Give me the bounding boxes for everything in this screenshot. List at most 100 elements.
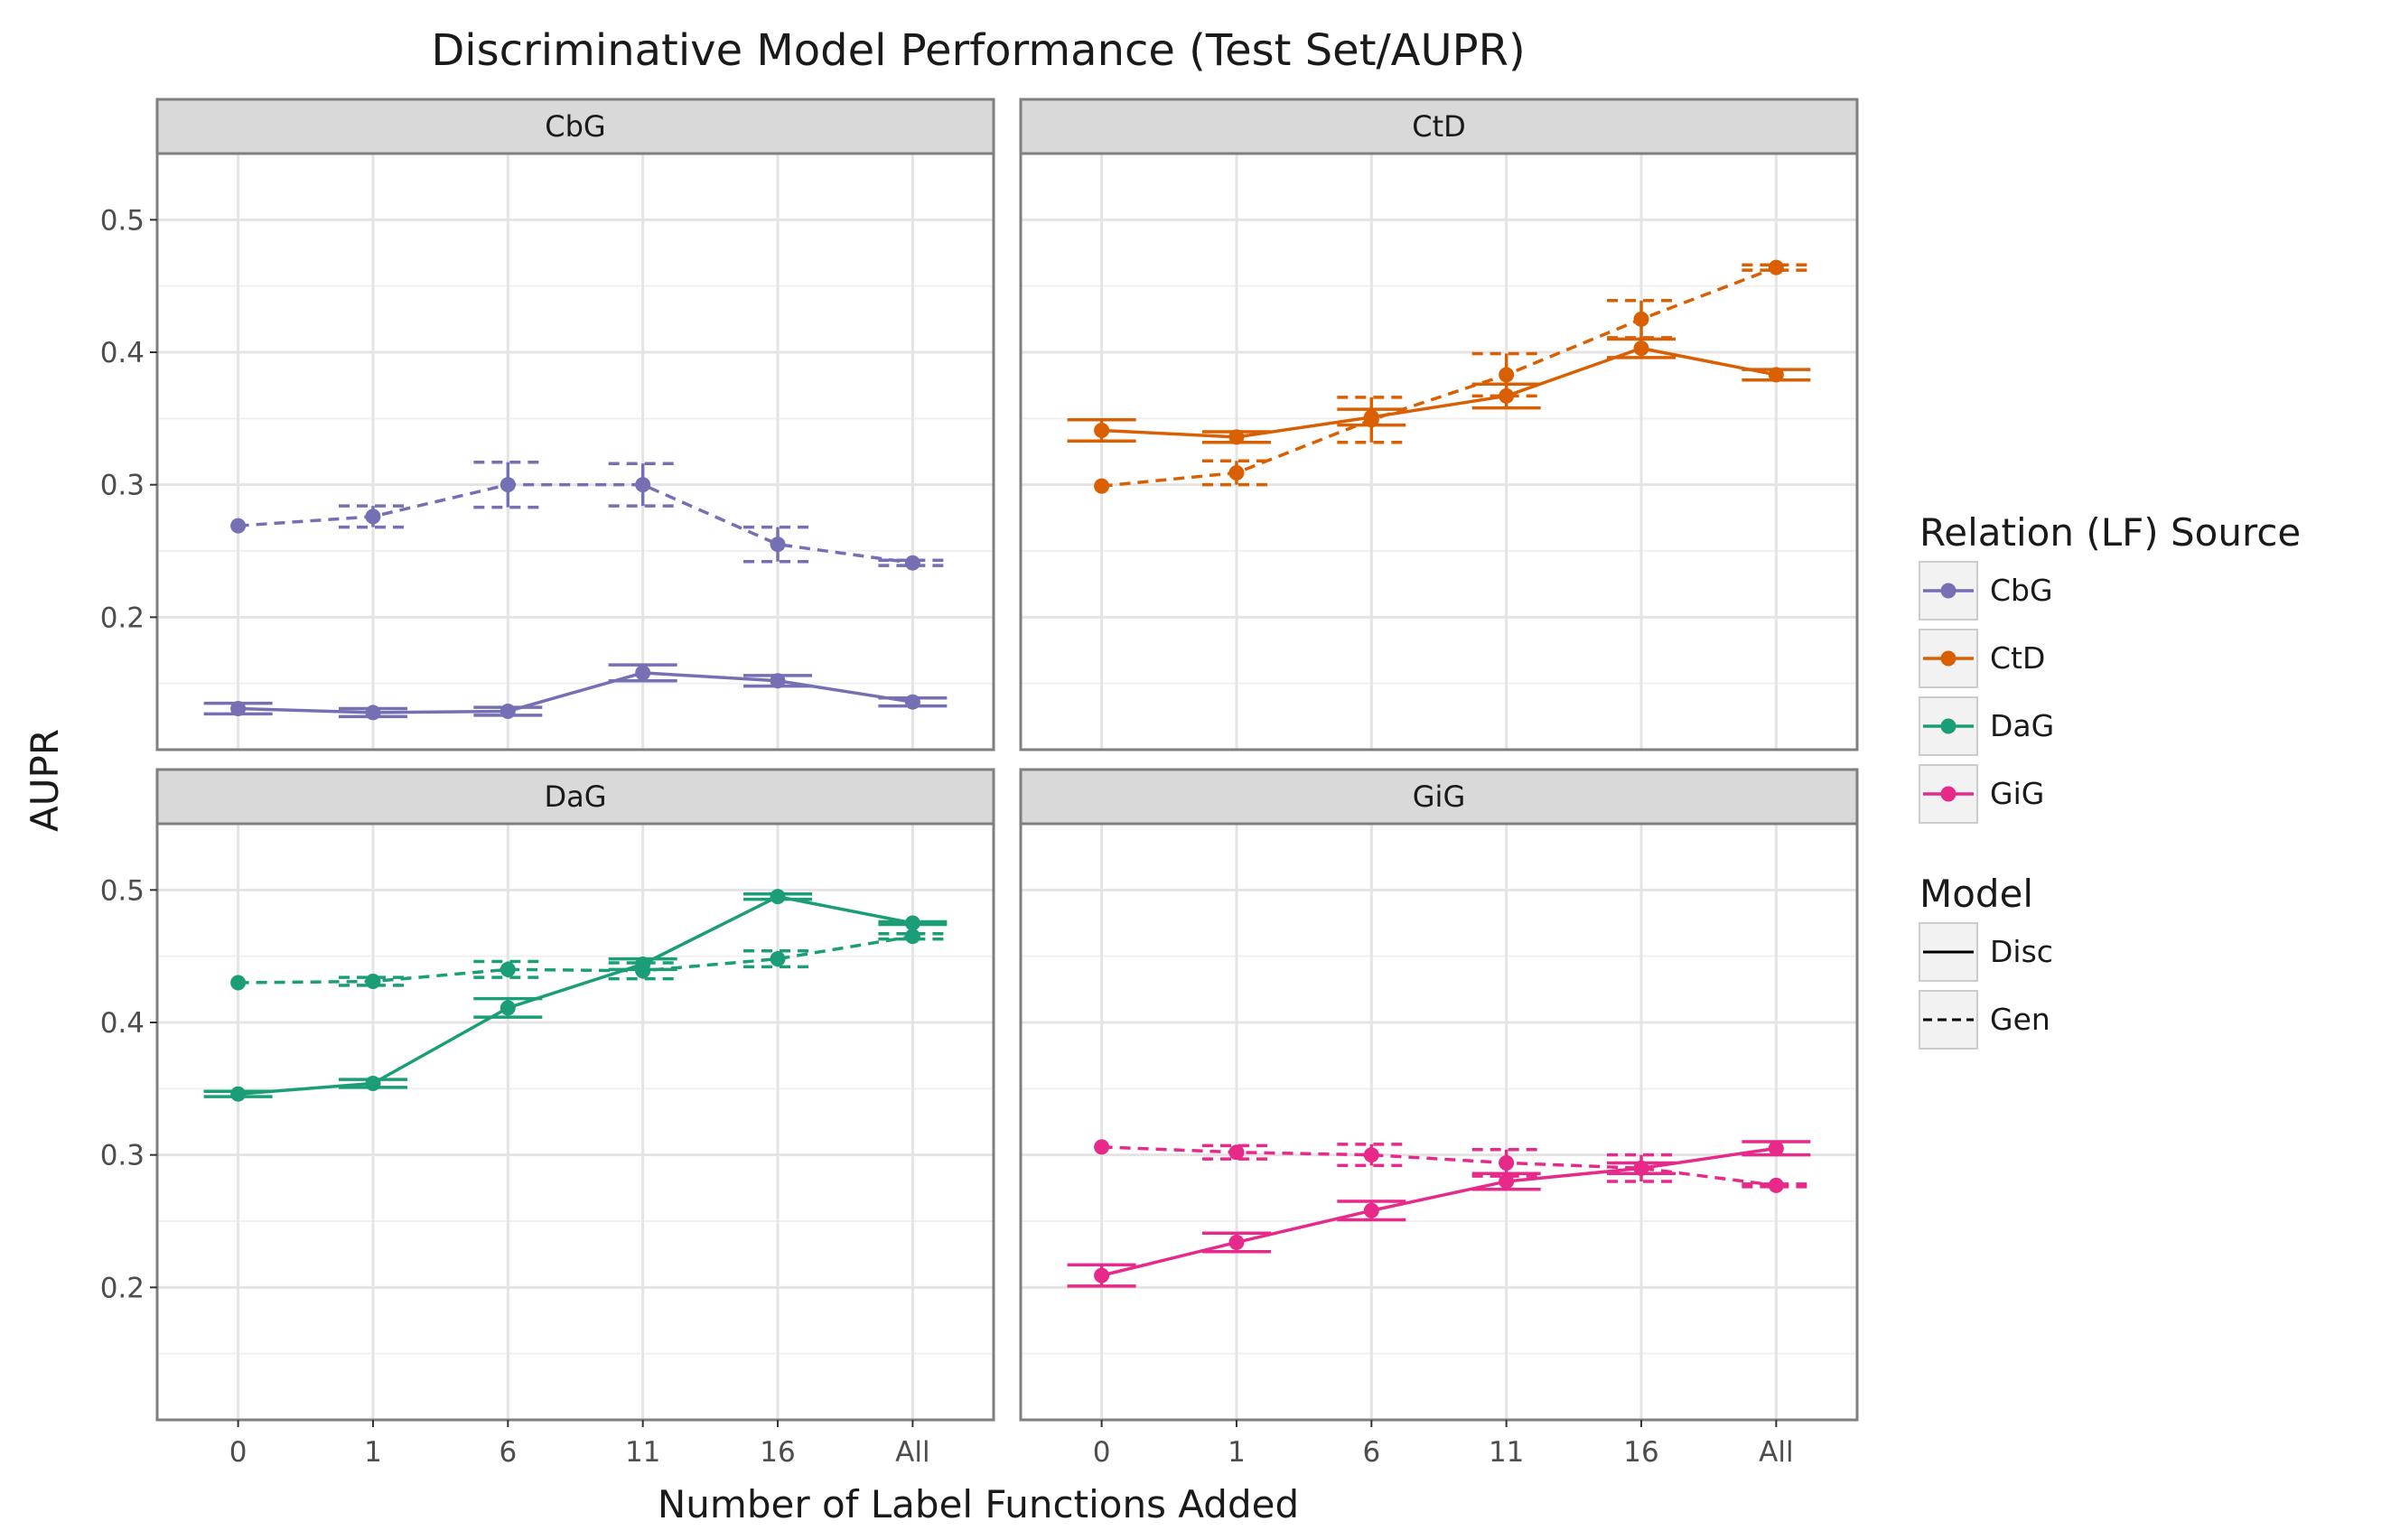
legend-label-CtD: CtD bbox=[1990, 640, 2045, 676]
x-tick-label: All bbox=[895, 1436, 929, 1469]
legend-key-point bbox=[1940, 786, 1956, 802]
series-line-DaG-Disc bbox=[238, 894, 913, 1096]
x-tick-label: 0 bbox=[229, 1436, 247, 1469]
data-point-DaG-Gen bbox=[635, 963, 651, 979]
data-point-CbG-Disc bbox=[230, 701, 247, 717]
series-line-CbG-Disc bbox=[238, 671, 913, 714]
panel-background bbox=[1021, 154, 1857, 750]
y-tick-label: 0.2 bbox=[100, 1272, 145, 1304]
data-point-GiG-Gen bbox=[1094, 1139, 1110, 1155]
legend-label-Disc: Disc bbox=[1990, 934, 2053, 969]
legend-key-point bbox=[1940, 650, 1956, 667]
y-tick-label: 0.5 bbox=[100, 204, 145, 237]
data-point-CtD-Gen bbox=[1499, 367, 1515, 383]
x-tick-label: 16 bbox=[760, 1436, 795, 1469]
legend-key-Gen bbox=[1919, 990, 1978, 1050]
legend-key-point bbox=[1940, 583, 1956, 599]
data-point-CtD-Gen bbox=[1768, 259, 1784, 275]
data-point-DaG-Gen bbox=[500, 961, 516, 977]
facet-panel-CbG: CbG 0.2 0.3 0.4 0.5 bbox=[100, 98, 995, 751]
legend-label-CbG: CbG bbox=[1990, 573, 2053, 608]
data-point-DaG-Disc bbox=[904, 915, 920, 931]
legend-key-GiG bbox=[1919, 764, 1978, 824]
data-point-CtD-Disc bbox=[1228, 429, 1245, 445]
facet-strip-label: DaG bbox=[544, 779, 606, 814]
data-point-GiG-Disc bbox=[1363, 1202, 1379, 1218]
legend: Relation (LF) Source CbG CtD DaG GiG Model Dis… bbox=[1919, 510, 2301, 1050]
x-tick-label: 6 bbox=[1362, 1436, 1380, 1469]
data-point-DaG-Gen bbox=[230, 975, 247, 991]
data-point-CtD-Gen bbox=[1363, 412, 1379, 428]
data-point-GiG-Gen bbox=[1768, 1177, 1784, 1193]
data-point-DaG-Disc bbox=[230, 1086, 247, 1102]
x-tick-label: 11 bbox=[625, 1436, 660, 1469]
data-point-CtD-Gen bbox=[1633, 311, 1649, 327]
y-tick-label: 0.3 bbox=[100, 470, 145, 502]
series-line-CtD-Disc bbox=[1101, 346, 1777, 439]
legend-key-CbG bbox=[1919, 561, 1978, 621]
y-tick-label: 0.2 bbox=[100, 602, 145, 634]
panel-background bbox=[1021, 824, 1857, 1420]
legend-label-Gen: Gen bbox=[1990, 1002, 2050, 1037]
data-point-GiG-Gen bbox=[1363, 1147, 1379, 1163]
y-axis-title: AUPR bbox=[23, 729, 67, 832]
y-tick-label: 0.4 bbox=[100, 1007, 145, 1040]
data-point-GiG-Gen bbox=[1633, 1160, 1649, 1176]
legend-label-DaG: DaG bbox=[1990, 708, 2054, 743]
facet-panel-CtD: CtD bbox=[1019, 98, 1859, 751]
x-tick-label: 1 bbox=[364, 1436, 382, 1469]
x-axis-title: Number of Label Functions Added bbox=[658, 1482, 1299, 1526]
panel-border bbox=[155, 822, 995, 1422]
data-point-CtD-Disc bbox=[1094, 423, 1110, 439]
legend-key-Disc bbox=[1919, 922, 1978, 982]
facet-strip bbox=[155, 768, 995, 826]
data-point-GiG-Disc bbox=[1228, 1234, 1245, 1250]
data-point-CbG-Gen bbox=[365, 509, 381, 525]
data-point-CbG-Disc bbox=[365, 705, 381, 721]
data-point-GiG-Gen bbox=[1499, 1154, 1515, 1171]
legend-key-point bbox=[1940, 718, 1956, 734]
x-tick-label: All bbox=[1759, 1436, 1793, 1469]
legend-title-model: Model bbox=[1919, 872, 2033, 916]
data-point-GiG-Disc bbox=[1768, 1140, 1784, 1156]
panel-border bbox=[1019, 152, 1859, 751]
legend-label-GiG: GiG bbox=[1990, 776, 2044, 811]
data-point-CbG-Disc bbox=[635, 665, 651, 681]
series-line-GiG-Disc bbox=[1101, 1146, 1777, 1277]
x-tick-label: 11 bbox=[1489, 1436, 1524, 1469]
data-point-CbG-Gen bbox=[770, 537, 786, 553]
data-point-CtD-Gen bbox=[1094, 478, 1110, 494]
y-tick-label: 0.5 bbox=[100, 874, 145, 907]
data-point-DaG-Gen bbox=[365, 974, 381, 990]
panel-border bbox=[155, 152, 995, 751]
data-point-CbG-Gen bbox=[635, 477, 651, 493]
data-point-CbG-Disc bbox=[770, 673, 786, 689]
y-tick-label: 0.3 bbox=[100, 1140, 145, 1172]
series-line-CtD-Gen bbox=[1101, 266, 1778, 488]
facet-strip bbox=[1019, 98, 1859, 155]
series-line-CbG-Gen bbox=[238, 482, 913, 565]
panel-background bbox=[157, 824, 994, 1420]
y-tick-label: 0.4 bbox=[100, 337, 145, 369]
x-tick-label: 1 bbox=[1228, 1436, 1246, 1469]
data-point-DaG-Gen bbox=[770, 951, 786, 967]
legend-title-source: Relation (LF) Source bbox=[1919, 510, 2301, 555]
data-point-CbG-Gen bbox=[500, 477, 516, 493]
series-line-DaG-Gen bbox=[238, 934, 913, 985]
data-point-GiG-Gen bbox=[1228, 1144, 1245, 1161]
x-tick-label: 6 bbox=[499, 1436, 517, 1469]
panel-border bbox=[1019, 822, 1859, 1422]
chart-title: Discriminative Model Performance (Test S… bbox=[431, 25, 1525, 76]
data-point-DaG-Disc bbox=[500, 1000, 516, 1016]
data-point-CtD-Disc bbox=[1633, 341, 1649, 357]
data-point-CbG-Disc bbox=[904, 694, 920, 710]
data-point-CtD-Disc bbox=[1768, 367, 1784, 383]
data-point-GiG-Disc bbox=[1094, 1267, 1110, 1283]
data-point-DaG-Disc bbox=[365, 1075, 381, 1091]
facet-strip-label: CtD bbox=[1412, 109, 1466, 144]
facet-strip bbox=[155, 98, 995, 155]
